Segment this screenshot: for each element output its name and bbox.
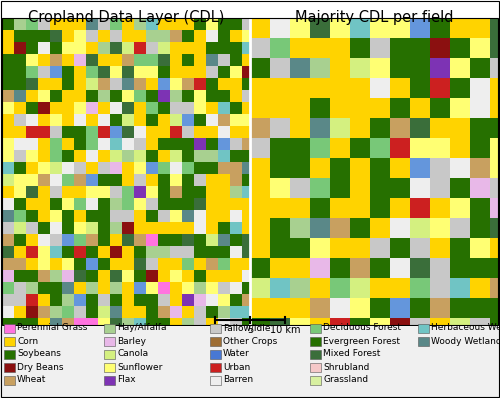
Text: Sunflower: Sunflower <box>117 363 162 371</box>
Text: Majority CDL per field: Majority CDL per field <box>295 10 453 25</box>
Bar <box>104 349 115 359</box>
Text: Woody Wetland: Woody Wetland <box>431 336 500 345</box>
Bar <box>104 363 115 371</box>
Bar <box>0 327 500 398</box>
Text: Mixed Forest: Mixed Forest <box>323 349 380 359</box>
Text: Wheat: Wheat <box>17 375 46 384</box>
Bar <box>104 375 115 384</box>
Text: Other Crops: Other Crops <box>223 336 277 345</box>
Bar <box>210 324 221 332</box>
Bar <box>104 324 115 332</box>
Bar <box>4 375 15 384</box>
Text: Urban: Urban <box>223 363 250 371</box>
Bar <box>310 336 321 345</box>
Text: Grassland: Grassland <box>323 375 368 384</box>
Text: Corn: Corn <box>17 336 38 345</box>
Bar <box>2 18 498 325</box>
Text: Dry Beans: Dry Beans <box>17 363 64 371</box>
Text: Perennial Grass: Perennial Grass <box>17 324 88 332</box>
Text: Canola: Canola <box>117 349 148 359</box>
Bar <box>4 363 15 371</box>
Bar <box>4 336 15 345</box>
Text: Fallow/Idle: Fallow/Idle <box>223 324 270 332</box>
Text: Deciduous Forest: Deciduous Forest <box>323 324 401 332</box>
Text: 5: 5 <box>247 325 253 335</box>
Bar <box>310 324 321 332</box>
Text: Shrubland: Shrubland <box>323 363 370 371</box>
Text: Herbaceous Wetland: Herbaceous Wetland <box>431 324 500 332</box>
Text: 0: 0 <box>212 325 218 335</box>
Text: Water: Water <box>223 349 250 359</box>
Text: Evergreen Forest: Evergreen Forest <box>323 336 400 345</box>
Bar <box>4 324 15 332</box>
Text: Barley: Barley <box>117 336 146 345</box>
Bar <box>210 375 221 384</box>
Bar <box>104 336 115 345</box>
Text: Flax: Flax <box>117 375 136 384</box>
Text: Soybeans: Soybeans <box>17 349 61 359</box>
Text: 10 km: 10 km <box>270 325 300 335</box>
Bar <box>418 336 429 345</box>
Bar <box>210 363 221 371</box>
Text: Cropland Data Layer (CDL): Cropland Data Layer (CDL) <box>28 10 224 25</box>
Text: Hay/Alfalfa: Hay/Alfalfa <box>117 324 166 332</box>
Bar <box>418 324 429 332</box>
Text: Barren: Barren <box>223 375 253 384</box>
Bar <box>210 336 221 345</box>
Bar <box>210 349 221 359</box>
Bar <box>310 349 321 359</box>
Bar <box>4 349 15 359</box>
Bar <box>310 375 321 384</box>
Bar <box>310 363 321 371</box>
